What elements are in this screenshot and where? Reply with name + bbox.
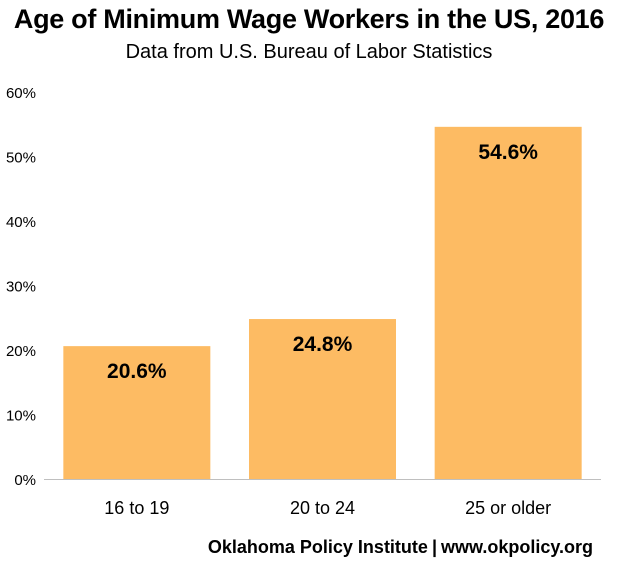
bar[interactable] bbox=[63, 346, 211, 479]
x-tick-label: 25 or older bbox=[465, 498, 551, 518]
footer-org: Oklahoma Policy Institute bbox=[207, 537, 428, 557]
data-label: 54.6% bbox=[478, 141, 538, 164]
y-tick-label: 10% bbox=[6, 408, 36, 425]
data-label: 24.8% bbox=[293, 333, 353, 356]
x-tick-label: 16 to 19 bbox=[104, 498, 169, 518]
y-tick-label: 60% bbox=[6, 85, 36, 102]
bar-chart: 0% 10% 20% 30% 40% 50% 60% 20.6% 16 to 19 24.8% 20… bbox=[6, 85, 601, 518]
chart-title: Age of Minimum Wage Workers in the US, 2… bbox=[13, 4, 605, 34]
bar[interactable] bbox=[434, 126, 582, 479]
x-tick-label: 20 to 24 bbox=[290, 498, 355, 518]
footer-url: www.okpolicy.org bbox=[440, 537, 593, 557]
y-tick-label: 0% bbox=[14, 472, 36, 489]
bar[interactable] bbox=[249, 319, 396, 479]
y-tick-label: 50% bbox=[6, 150, 36, 167]
y-tick-label: 30% bbox=[6, 279, 36, 296]
footer-credit: Oklahoma Policy Institute | www.okpolicy.o… bbox=[208, 535, 593, 559]
footer-separator: | bbox=[431, 537, 437, 557]
chart-subtitle: Data from U.S. Bureau of Labor Statistic… bbox=[125, 41, 493, 63]
data-label: 20.6% bbox=[107, 360, 167, 383]
y-tick-label: 40% bbox=[6, 214, 36, 231]
y-tick-label: 20% bbox=[6, 343, 36, 360]
